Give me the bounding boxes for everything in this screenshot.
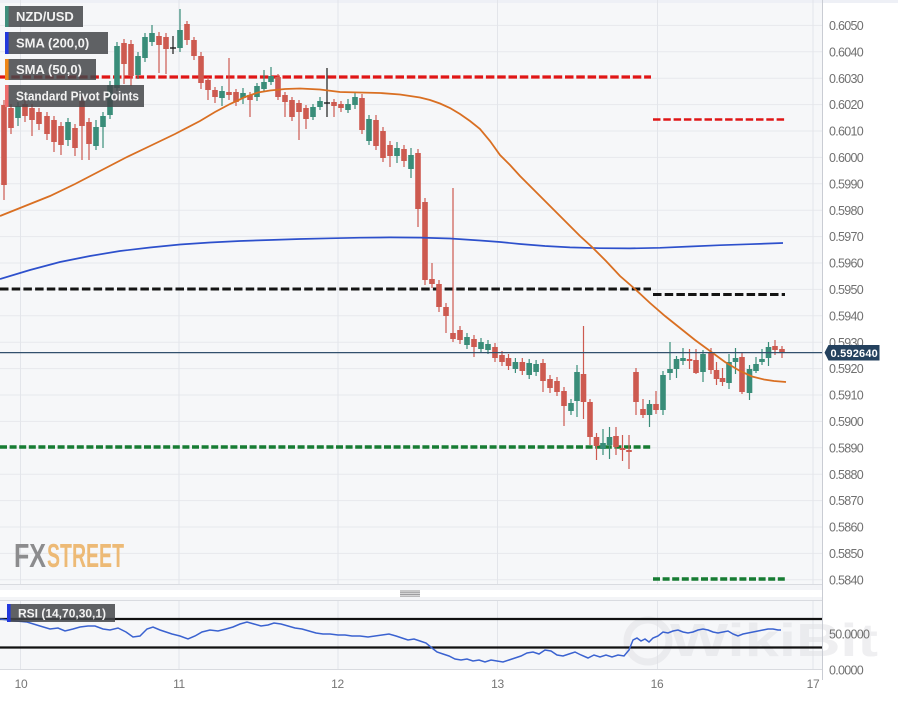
svg-text:0.6050: 0.6050 — [829, 19, 864, 33]
svg-text:0.5860: 0.5860 — [829, 521, 864, 535]
svg-text:Standard Pivot Points: Standard Pivot Points — [16, 89, 139, 104]
svg-text:0.6010: 0.6010 — [829, 125, 864, 139]
svg-text:0.5940: 0.5940 — [829, 309, 864, 323]
svg-text:10: 10 — [15, 677, 28, 691]
svg-text:0.5840: 0.5840 — [829, 573, 864, 587]
svg-text:0.5850: 0.5850 — [829, 547, 864, 561]
svg-text:0.592640: 0.592640 — [831, 348, 878, 360]
svg-text:0.6000: 0.6000 — [829, 151, 864, 165]
svg-text:0.5970: 0.5970 — [829, 230, 864, 244]
svg-text:11: 11 — [173, 677, 185, 691]
svg-text:RSI (14,70,30,1): RSI (14,70,30,1) — [18, 607, 106, 621]
svg-text:50.0000: 50.0000 — [829, 628, 870, 642]
svg-text:12: 12 — [331, 677, 344, 691]
svg-text:0.5900: 0.5900 — [829, 415, 864, 429]
svg-text:0.0000: 0.0000 — [829, 664, 864, 678]
svg-text:0.5870: 0.5870 — [829, 494, 864, 508]
svg-text:0.6040: 0.6040 — [829, 45, 864, 59]
svg-text:0.5880: 0.5880 — [829, 468, 864, 482]
svg-text:0.6030: 0.6030 — [829, 72, 864, 86]
svg-text:SMA (50,0): SMA (50,0) — [16, 62, 82, 77]
svg-text:STREET: STREET — [47, 537, 124, 574]
svg-text:0.5910: 0.5910 — [829, 389, 864, 403]
svg-text:0.5950: 0.5950 — [829, 283, 864, 297]
svg-text:0.5990: 0.5990 — [829, 177, 864, 191]
svg-text:0.5890: 0.5890 — [829, 441, 864, 455]
svg-text:0.6020: 0.6020 — [829, 98, 864, 112]
svg-text:0.5960: 0.5960 — [829, 257, 864, 271]
svg-text:17: 17 — [807, 677, 820, 691]
svg-text:13: 13 — [491, 677, 504, 691]
svg-text:WikiBit: WikiBit — [670, 614, 878, 666]
svg-text:NZD/USD: NZD/USD — [16, 9, 74, 24]
svg-text:FX: FX — [14, 537, 46, 574]
svg-text:SMA (200,0): SMA (200,0) — [16, 36, 89, 51]
svg-text:0.5980: 0.5980 — [829, 204, 864, 218]
svg-text:0.5920: 0.5920 — [829, 362, 864, 376]
svg-text:16: 16 — [651, 677, 664, 691]
